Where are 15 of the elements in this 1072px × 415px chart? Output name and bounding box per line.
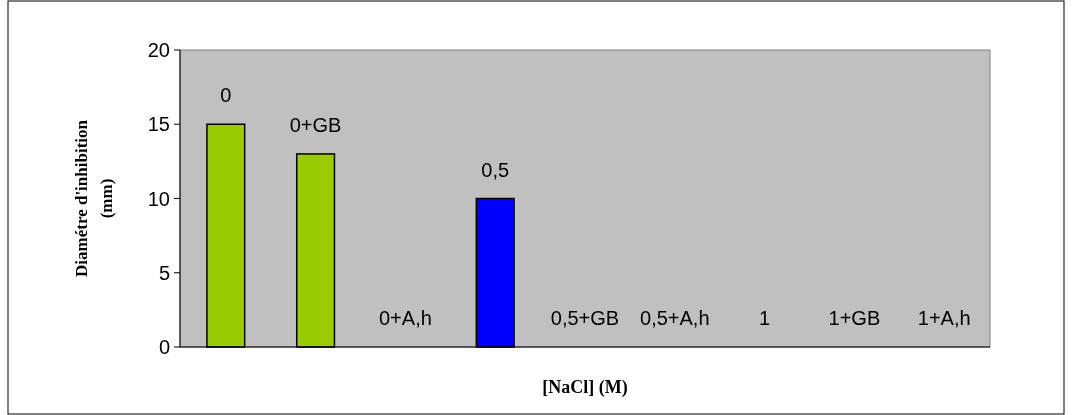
x-tick-label: 0+GB bbox=[289, 113, 342, 136]
y-tick-label: 5 bbox=[158, 261, 170, 284]
y-tick-label: 20 bbox=[147, 39, 170, 61]
x-tick-label: 1 bbox=[759, 307, 771, 329]
y-tick-label: 15 bbox=[147, 113, 170, 136]
x-tick-label: 1+GB bbox=[828, 307, 881, 329]
x-tick-label: 0+A,h bbox=[378, 307, 432, 329]
y-axis-title: Diamétre d'inhibition (mm) bbox=[71, 119, 117, 277]
y-tick-label: 0 bbox=[158, 336, 170, 358]
x-tick-label: 1+A,h bbox=[917, 307, 971, 329]
x-tick-label: 0,5 bbox=[481, 158, 510, 181]
x-axis-title: [NaCl] (M) bbox=[542, 377, 628, 398]
x-tick-label: 0,5+A,h bbox=[640, 307, 710, 329]
y-tick-label: 10 bbox=[147, 187, 170, 210]
x-tick-label: 0,5+GB bbox=[550, 307, 620, 329]
